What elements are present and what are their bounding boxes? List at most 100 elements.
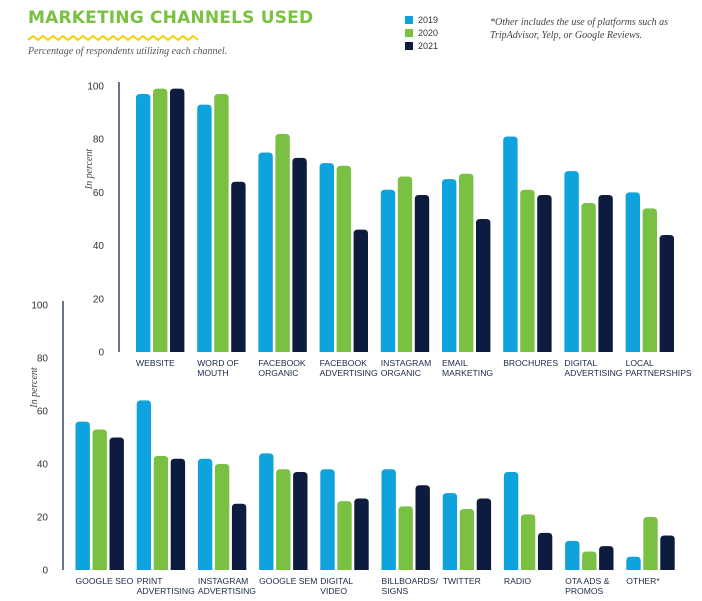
bar-local-partnerships-2019 — [625, 192, 640, 352]
bar-instagram-organic-2019 — [380, 189, 396, 352]
bar-email-marketing-2020 — [459, 173, 474, 352]
bar-google-sem-2019 — [259, 453, 274, 570]
bar-brochures-2021 — [537, 195, 552, 352]
bar-digital-video-2021 — [354, 498, 369, 570]
bar-brochures-2020 — [520, 189, 535, 352]
category-label: TWITTER — [443, 576, 481, 586]
bar-google-sem-2021 — [293, 471, 308, 570]
category-label: PRINT ADVERTISING — [137, 576, 195, 596]
bar-word-of-mouth-2021 — [231, 181, 246, 352]
category-label: FACEBOOK ADVERTISING — [320, 358, 378, 378]
y-tick-label-0: 0 — [42, 566, 48, 577]
bar-google-sem-2020 — [276, 469, 291, 570]
category-label: OTA ADS & PROMOS — [565, 576, 610, 596]
chart-panel-1: 0 20 40 60 80 100 In percent WEBSITE WORD OF MOUT… — [84, 82, 692, 379]
y-tick-label-80: 80 — [93, 135, 105, 146]
bar-ota-ads-promos-2020 — [582, 551, 597, 570]
y-axis-label: In percent — [84, 149, 95, 191]
y-tick-label-0: 0 — [98, 348, 104, 359]
legend: 2019 2020 2021 — [405, 13, 438, 52]
bar-digital-video-2019 — [320, 469, 335, 570]
y-tick-label-20: 20 — [37, 513, 49, 524]
bar-billboards-signs-2020 — [398, 506, 413, 570]
bar-instagram-organic-2021 — [414, 195, 430, 352]
category-label: LOCAL PARTNERSHIPS — [626, 358, 692, 378]
bar-print-advertising-2020 — [153, 456, 169, 570]
bar-instagram-organic-2020 — [397, 176, 413, 352]
category-label: FACEBOOK ORGANIC — [258, 358, 306, 378]
category-label: BILLBOARDS/SIGNS — [382, 576, 439, 596]
legend-item-2019: 2019 — [405, 13, 438, 26]
bar-radio-2021 — [537, 532, 553, 570]
category-label: GOOGLE SEO — [76, 576, 134, 586]
bar-local-partnerships-2021 — [659, 234, 674, 352]
bar-word-of-mouth-2019 — [197, 104, 212, 353]
bar-other--2021 — [660, 535, 675, 570]
category-label: WORD OF MOUTH — [197, 358, 239, 378]
footnote: *Other includes the use of platforms suc… — [490, 17, 669, 41]
bar-digital-advertising-2019 — [564, 171, 579, 352]
category-label: RADIO — [504, 576, 532, 586]
bar-website-2021 — [170, 88, 185, 352]
y-tick-label-40: 40 — [37, 460, 49, 471]
bar-google-seo-2021 — [109, 437, 124, 570]
category-label: INSTAGRAM ORGANIC — [381, 358, 431, 378]
bar-print-advertising-2019 — [136, 400, 152, 570]
legend-swatch-2019 — [405, 15, 413, 24]
bar-facebook-advertising-2019 — [319, 163, 334, 352]
bar-twitter-2020 — [459, 509, 475, 570]
bar-instagram-advertising-2020 — [214, 464, 230, 570]
category-label: INSTAGRAM ADVERTISING — [198, 576, 256, 596]
category-label: WEBSITE — [136, 358, 175, 368]
y-tick-label-80: 80 — [37, 354, 49, 365]
bar-radio-2019 — [503, 471, 519, 570]
bar-twitter-2021 — [476, 498, 492, 570]
y-tick-label-100: 100 — [31, 301, 48, 312]
bar-facebook-organic-2019 — [258, 152, 273, 352]
bar-word-of-mouth-2020 — [214, 93, 229, 352]
bar-facebook-organic-2021 — [292, 157, 307, 352]
bar-radio-2020 — [520, 514, 536, 570]
bar-instagram-advertising-2019 — [197, 458, 213, 570]
bar-website-2020 — [153, 88, 168, 352]
legend-label-2020: 2020 — [418, 27, 439, 38]
bar-google-seo-2020 — [92, 429, 107, 570]
y-tick-label-40: 40 — [93, 241, 105, 252]
category-label: EMAIL MARKETING — [442, 358, 493, 378]
bar-billboards-signs-2021 — [415, 485, 430, 570]
category-label: OTHER* — [626, 576, 660, 586]
bar-email-marketing-2019 — [442, 179, 457, 352]
bar-twitter-2019 — [442, 493, 458, 570]
bar-google-seo-2019 — [75, 421, 90, 570]
legend-swatch-2020 — [405, 28, 413, 37]
legend-item-2021: 2021 — [405, 39, 438, 52]
bar-brochures-2019 — [503, 136, 518, 352]
y-axis-label: In percent — [29, 367, 40, 409]
bar-digital-video-2020 — [337, 501, 352, 570]
bar-other--2019 — [626, 556, 641, 570]
legend-label-2019: 2019 — [418, 14, 439, 25]
bar-billboards-signs-2019 — [381, 469, 396, 570]
chart-title: MARKETING CHANNELS USED — [28, 8, 314, 28]
bar-facebook-advertising-2020 — [336, 165, 351, 352]
bar-ota-ads-promos-2019 — [565, 540, 580, 570]
bar-website-2019 — [136, 93, 151, 352]
bar-other--2020 — [643, 517, 658, 570]
bar-instagram-advertising-2021 — [231, 503, 247, 570]
y-tick-label-100: 100 — [87, 82, 104, 93]
y-tick-label-60: 60 — [93, 188, 105, 199]
bar-email-marketing-2021 — [476, 219, 491, 352]
legend-item-2020: 2020 — [405, 26, 438, 39]
bar-facebook-advertising-2021 — [353, 229, 368, 352]
chart-subtitle: Percentage of respondents utilizing each… — [28, 46, 228, 57]
chart-panel-2: 0 20 40 60 80 100 In percent GOOGLE SEO PRINT ADV… — [29, 301, 675, 596]
bar-print-advertising-2021 — [170, 458, 186, 570]
y-tick-label-20: 20 — [93, 294, 105, 305]
category-label: GOOGLE SEM — [259, 576, 317, 586]
legend-label-2021: 2021 — [418, 40, 439, 51]
category-label: DIGITAL VIDEO — [320, 576, 353, 596]
bar-local-partnerships-2020 — [642, 208, 657, 352]
legend-swatch-2021 — [405, 41, 413, 50]
bar-ota-ads-promos-2021 — [599, 546, 614, 570]
